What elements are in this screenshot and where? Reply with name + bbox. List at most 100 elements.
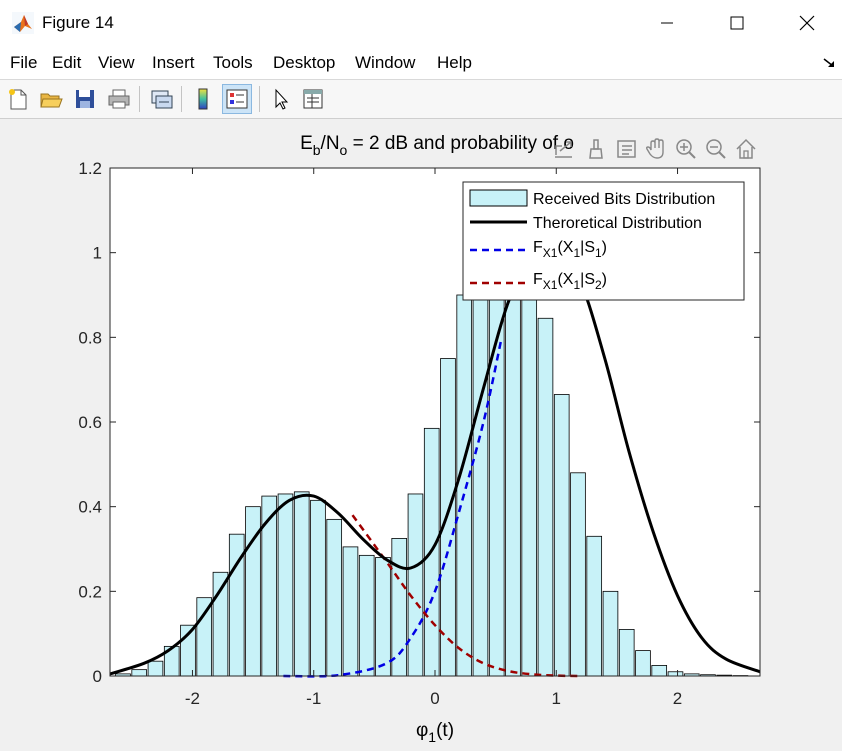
minimize-button[interactable]: [632, 0, 702, 46]
home-button[interactable]: [732, 134, 760, 164]
y-tick-label: 1.2: [78, 159, 102, 178]
close-icon: [799, 15, 815, 31]
save-icon: [76, 90, 94, 108]
maximize-button[interactable]: [702, 0, 772, 46]
legend-label-histogram: Received Bits Distribution: [533, 191, 715, 208]
brush-icon: [589, 139, 603, 159]
x-tick-label: 2: [673, 689, 682, 708]
histogram-bar: [602, 590, 619, 677]
brush-button[interactable]: [582, 134, 610, 164]
menu-edit[interactable]: Edit: [52, 53, 82, 72]
edit-plot-button[interactable]: [266, 84, 296, 114]
menu-desktop[interactable]: Desktop: [273, 53, 336, 72]
histogram-bar: [407, 493, 424, 677]
histogram-bar: [618, 629, 635, 677]
histogram-bar: [505, 267, 521, 677]
toolbar-separator: [181, 86, 182, 112]
property-inspector-icon: [303, 89, 323, 109]
histogram-bar: [521, 273, 538, 677]
export-button[interactable]: [550, 134, 578, 164]
toolbar-separator: [139, 86, 140, 112]
curve-s2: [351, 514, 581, 678]
open-file-icon: [40, 93, 63, 108]
print-icon: [108, 89, 130, 109]
x-axis-label: φ1(t): [416, 720, 454, 745]
histogram-bar: [570, 472, 586, 677]
x-tick-labels: -2 -1 0 1 2: [185, 689, 682, 708]
close-button[interactable]: [772, 0, 842, 46]
data-tips-button[interactable]: [612, 134, 640, 164]
histogram-bar: [472, 269, 489, 677]
histogram-bar: [326, 518, 343, 677]
insert-legend-button[interactable]: [222, 84, 252, 114]
figure-canvas[interactable]: 0 0.2 0.4 0.6 0.8 1 1.2 -2 -1 0 1 2 Eb/No = 2 dB a…: [0, 119, 842, 751]
zoom-in-button[interactable]: [672, 134, 700, 164]
legend-label-s2: FX1(X1|S2): [533, 271, 607, 292]
histogram-bar: [277, 493, 294, 677]
dock-figure-icon[interactable]: [822, 56, 836, 70]
y-tick-label: 0.8: [78, 328, 102, 347]
insert-colorbar-button[interactable]: [188, 84, 218, 114]
histogram-bar: [635, 650, 651, 677]
open-file-button[interactable]: [36, 84, 66, 114]
maximize-icon: [730, 16, 744, 30]
menu-window[interactable]: Window: [355, 53, 416, 72]
y-tick-label: 0.4: [78, 498, 102, 517]
pan-button[interactable]: [642, 134, 670, 164]
histogram-bar: [375, 557, 391, 677]
histogram-bar: [147, 660, 164, 677]
histogram-bar: [440, 358, 456, 677]
zoom-out-icon: [706, 139, 726, 159]
histogram-bar: [537, 317, 554, 677]
menu-tools[interactable]: Tools: [213, 53, 253, 72]
legend-label-theory: Theroretical Distribution: [533, 215, 702, 232]
curve-theory: [109, 248, 761, 676]
histogram-bar: [342, 546, 359, 677]
zoom-out-button[interactable]: [702, 134, 730, 164]
x-tick-label: 0: [430, 689, 439, 708]
menu-insert[interactable]: Insert: [152, 53, 195, 72]
menu-help[interactable]: Help: [437, 53, 472, 72]
x-tick-label: 1: [552, 689, 561, 708]
home-icon: [736, 138, 756, 159]
curves: [109, 248, 761, 678]
curve-s1: [283, 337, 503, 678]
link-plot-icon: [151, 90, 173, 109]
y-tick-label: 1: [93, 244, 102, 263]
histogram-bar: [196, 597, 213, 677]
histogram-bar: [586, 535, 603, 677]
histogram-bar: [456, 294, 473, 677]
window-title: Figure 14: [42, 13, 114, 32]
menu-bar: File Edit View Insert Tools Desktop Wind…: [0, 46, 842, 80]
menu-view[interactable]: View: [98, 53, 135, 72]
histogram-bar: [310, 499, 326, 677]
print-button[interactable]: [104, 84, 134, 114]
histogram-bar: [651, 665, 668, 677]
legend-label-s1: FX1(X1|S1): [533, 239, 607, 260]
insert-colorbar-icon: [198, 88, 208, 110]
x-tick-label: -1: [306, 689, 321, 708]
legend[interactable]: Received Bits Distribution Theroretical …: [462, 181, 745, 301]
insert-legend-icon: [226, 89, 248, 109]
data-tips-icon: [617, 140, 636, 158]
chart-title: Eb/No = 2 dB and probability of o: [300, 133, 574, 158]
x-tick-label: -2: [185, 689, 200, 708]
figure-toolbar: [0, 80, 842, 119]
y-tick-label: 0: [93, 667, 102, 686]
new-figure-icon: [9, 89, 27, 110]
save-button[interactable]: [70, 84, 100, 114]
y-tick-label: 0.6: [78, 413, 102, 432]
menu-file[interactable]: File: [10, 53, 38, 72]
histogram-bar: [391, 538, 408, 677]
y-tick-label: 0.2: [78, 582, 102, 601]
plot-svg[interactable]: 0 0.2 0.4 0.6 0.8 1 1.2 -2 -1 0 1 2 Eb/No = 2 dB a…: [0, 119, 842, 751]
window-titlebar[interactable]: Figure 14: [0, 0, 842, 46]
histogram-bar: [667, 671, 684, 677]
toolbar-separator: [259, 86, 260, 112]
matlab-logo-icon: [12, 12, 34, 34]
link-plot-button[interactable]: [146, 84, 176, 114]
property-inspector-button[interactable]: [298, 84, 328, 114]
new-figure-button[interactable]: [3, 84, 33, 114]
histogram-bar: [488, 264, 505, 677]
y-tick-labels: 0 0.2 0.4 0.6 0.8 1 1.2: [78, 159, 102, 686]
